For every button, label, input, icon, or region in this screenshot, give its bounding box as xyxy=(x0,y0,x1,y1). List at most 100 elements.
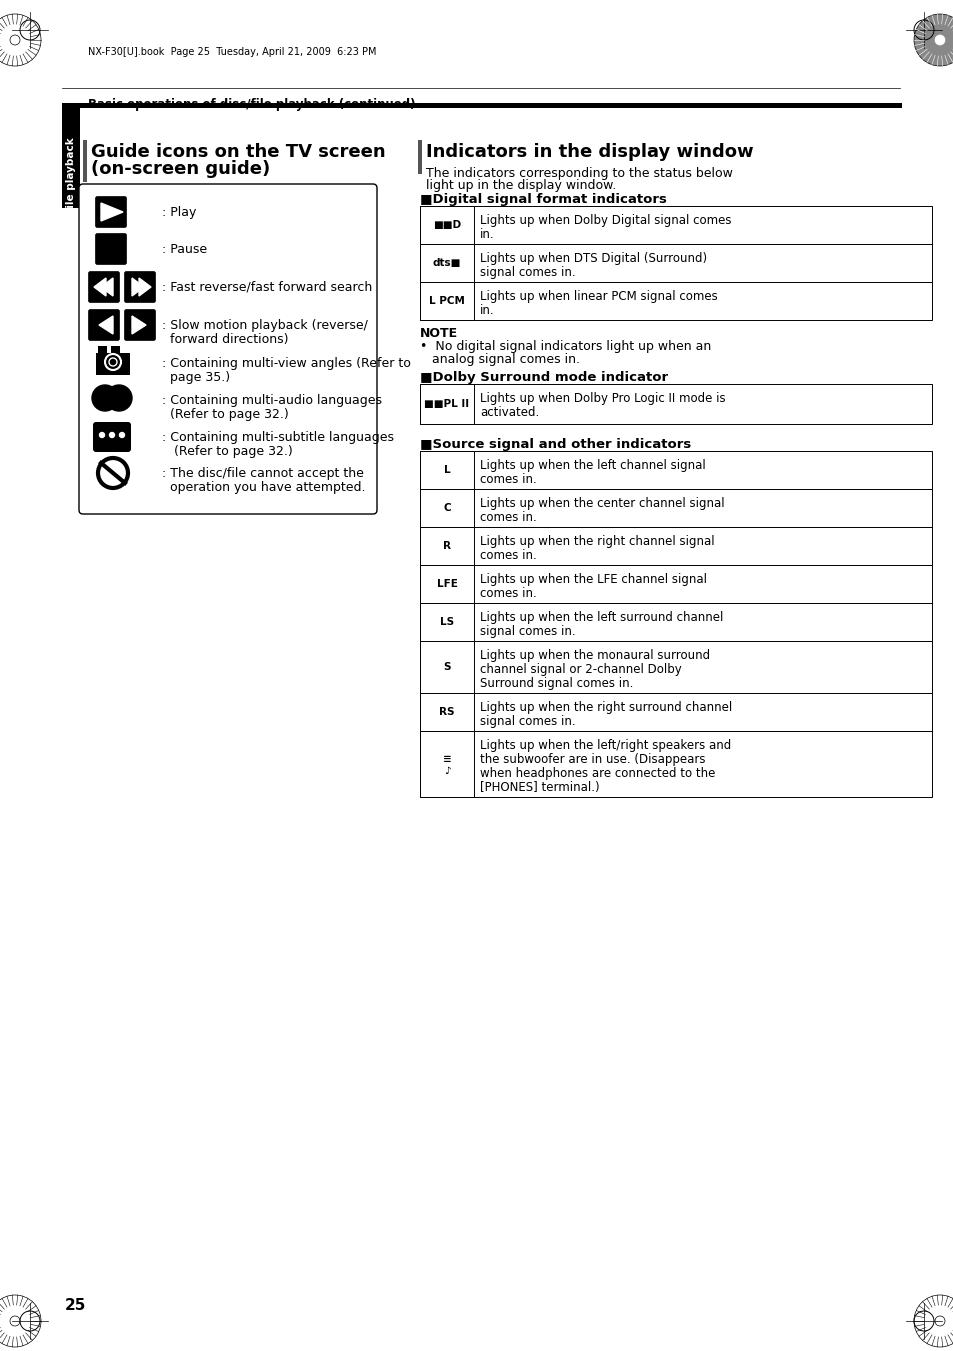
FancyBboxPatch shape xyxy=(95,234,127,265)
Text: Guide icons on the TV screen: Guide icons on the TV screen xyxy=(91,143,385,161)
Text: Lights up when the left surround channel: Lights up when the left surround channel xyxy=(479,611,722,624)
Circle shape xyxy=(934,35,944,45)
Bar xyxy=(146,317,151,332)
Polygon shape xyxy=(101,278,112,296)
Text: light up in the display window.: light up in the display window. xyxy=(426,178,616,192)
Text: comes in.: comes in. xyxy=(479,586,537,600)
Text: Lights up when the monaural surround: Lights up when the monaural surround xyxy=(479,648,709,662)
Text: operation you have attempted.: operation you have attempted. xyxy=(162,481,365,494)
Text: LS: LS xyxy=(439,617,454,627)
Text: RS: RS xyxy=(438,707,455,717)
Text: : The disc/file cannot accept the: : The disc/file cannot accept the xyxy=(162,467,363,480)
Bar xyxy=(419,489,474,527)
Text: ♪: ♪ xyxy=(443,766,450,775)
Text: Lights up when the right surround channel: Lights up when the right surround channe… xyxy=(479,701,732,713)
Text: Lights up when linear PCM signal comes: Lights up when linear PCM signal comes xyxy=(479,290,717,303)
Text: ■■D: ■■D xyxy=(433,220,460,230)
Bar xyxy=(419,565,474,603)
Polygon shape xyxy=(132,316,146,334)
Text: : Fast reverse/fast forward search: : Fast reverse/fast forward search xyxy=(162,281,372,295)
Bar xyxy=(62,108,80,208)
Text: channel signal or 2-channel Dolby: channel signal or 2-channel Dolby xyxy=(479,663,681,676)
Text: Lights up when the center channel signal: Lights up when the center channel signal xyxy=(479,497,724,509)
Circle shape xyxy=(91,385,118,411)
FancyBboxPatch shape xyxy=(92,422,131,453)
Text: activated.: activated. xyxy=(479,407,538,419)
Bar xyxy=(419,527,931,565)
Text: ■■PL II: ■■PL II xyxy=(424,399,469,409)
Bar xyxy=(98,346,107,355)
Bar xyxy=(419,640,931,693)
Bar xyxy=(419,245,474,282)
Text: : Play: : Play xyxy=(162,205,196,219)
Polygon shape xyxy=(99,316,112,334)
Text: Lights up when the right channel signal: Lights up when the right channel signal xyxy=(479,535,714,549)
Circle shape xyxy=(119,432,125,438)
Text: L: L xyxy=(443,465,450,476)
Bar xyxy=(419,384,931,424)
Text: Basic operations of disc/file playback (continued): Basic operations of disc/file playback (… xyxy=(88,99,416,111)
Bar xyxy=(96,353,130,376)
Text: ■Source signal and other indicators: ■Source signal and other indicators xyxy=(419,438,691,451)
FancyBboxPatch shape xyxy=(89,272,119,303)
Text: •  No digital signal indicators light up when an: • No digital signal indicators light up … xyxy=(419,340,711,353)
Text: NOTE: NOTE xyxy=(419,327,457,340)
FancyBboxPatch shape xyxy=(89,309,119,340)
Text: L PCM: L PCM xyxy=(429,296,464,305)
Text: comes in.: comes in. xyxy=(479,511,537,524)
Bar xyxy=(83,141,87,182)
Text: LFE: LFE xyxy=(436,580,456,589)
Text: NX-F30[U].book  Page 25  Tuesday, April 21, 2009  6:23 PM: NX-F30[U].book Page 25 Tuesday, April 21… xyxy=(88,47,376,57)
Text: ■Digital signal format indicators: ■Digital signal format indicators xyxy=(419,193,666,205)
Text: C: C xyxy=(443,503,451,513)
Text: signal comes in.: signal comes in. xyxy=(479,266,575,280)
Text: Indicators in the display window: Indicators in the display window xyxy=(426,143,753,161)
Polygon shape xyxy=(139,278,151,296)
Text: : Containing multi-subtitle languages: : Containing multi-subtitle languages xyxy=(162,431,394,444)
Text: signal comes in.: signal comes in. xyxy=(479,715,575,728)
Circle shape xyxy=(913,14,953,66)
Bar xyxy=(419,384,474,424)
Bar xyxy=(419,489,931,527)
Text: ■Dolby Surround mode indicator: ■Dolby Surround mode indicator xyxy=(419,372,667,384)
Text: in.: in. xyxy=(479,304,494,317)
Text: [PHONES] terminal.): [PHONES] terminal.) xyxy=(479,781,599,794)
Text: in.: in. xyxy=(479,228,494,240)
Text: Lights up when Dolby Digital signal comes: Lights up when Dolby Digital signal come… xyxy=(479,213,731,227)
Bar xyxy=(419,245,931,282)
Bar xyxy=(419,640,474,693)
Text: comes in.: comes in. xyxy=(479,473,537,486)
Text: : Containing multi-view angles (Refer to: : Containing multi-view angles (Refer to xyxy=(162,357,411,370)
Polygon shape xyxy=(132,278,144,296)
Bar xyxy=(419,205,474,245)
Polygon shape xyxy=(94,278,106,296)
Text: dts■: dts■ xyxy=(433,258,460,267)
Bar xyxy=(62,103,901,108)
Text: page 35.): page 35.) xyxy=(162,372,230,384)
Text: The indicators corresponding to the status below: The indicators corresponding to the stat… xyxy=(426,168,732,180)
Bar xyxy=(419,451,931,489)
Bar xyxy=(113,240,120,257)
Bar xyxy=(419,731,474,797)
Text: analog signal comes in.: analog signal comes in. xyxy=(419,353,579,366)
Bar xyxy=(419,527,474,565)
Bar xyxy=(111,346,120,355)
Bar xyxy=(419,205,931,245)
Bar xyxy=(419,565,931,603)
Bar xyxy=(417,141,421,174)
Bar xyxy=(419,603,931,640)
Text: forward directions): forward directions) xyxy=(162,332,288,346)
Text: comes in.: comes in. xyxy=(479,549,537,562)
Text: the subwoofer are in use. (Disappears: the subwoofer are in use. (Disappears xyxy=(479,753,705,766)
Text: Surround signal comes in.: Surround signal comes in. xyxy=(479,677,633,690)
Text: (on-screen guide): (on-screen guide) xyxy=(91,159,270,178)
Bar xyxy=(419,451,474,489)
Text: (Refer to page 32.): (Refer to page 32.) xyxy=(162,444,293,458)
Text: Lights up when the LFE channel signal: Lights up when the LFE channel signal xyxy=(479,573,706,586)
Bar xyxy=(419,693,931,731)
Text: (Refer to page 32.): (Refer to page 32.) xyxy=(162,408,289,422)
Text: : Containing multi-audio languages: : Containing multi-audio languages xyxy=(162,394,381,407)
Text: 25: 25 xyxy=(65,1298,87,1313)
Text: Lights up when Dolby Pro Logic II mode is: Lights up when Dolby Pro Logic II mode i… xyxy=(479,392,725,405)
FancyBboxPatch shape xyxy=(95,196,127,227)
